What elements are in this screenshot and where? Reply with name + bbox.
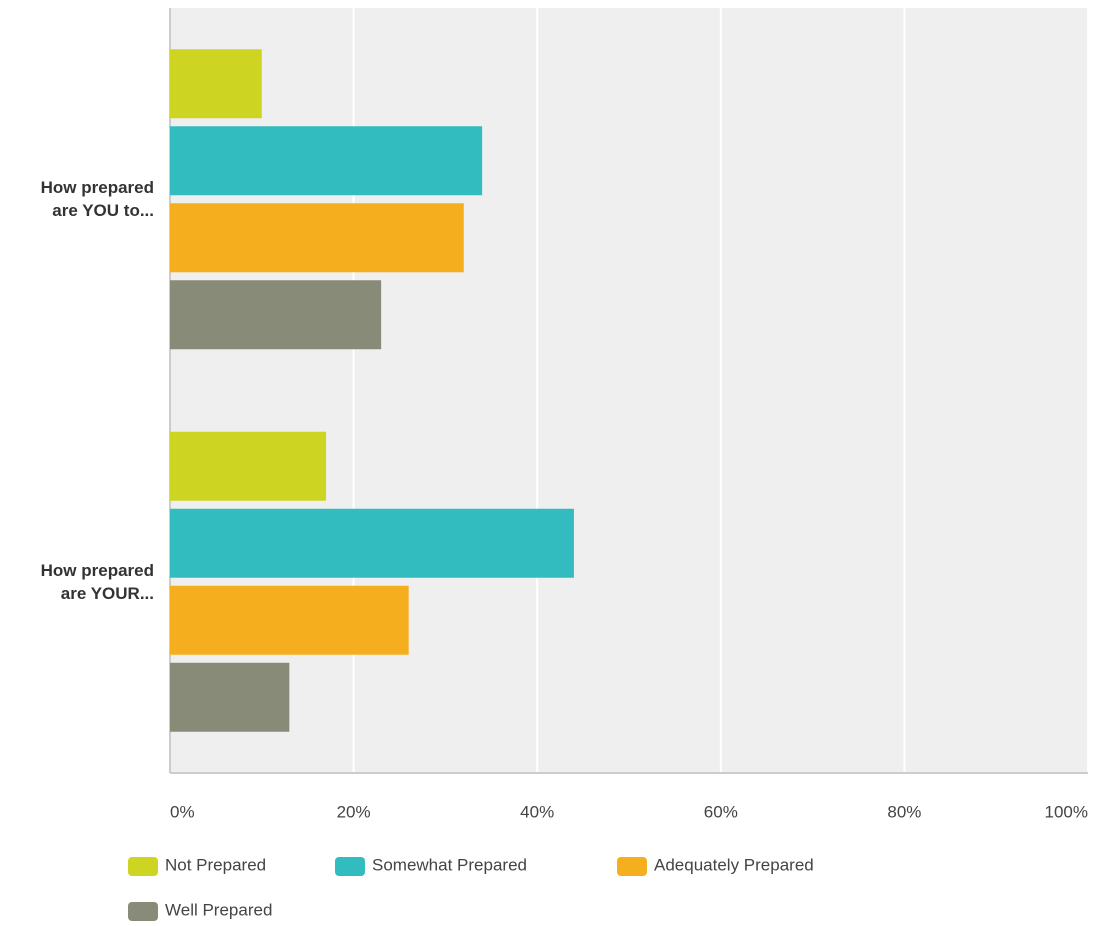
y-tick-label: How prepared are YOU to...: [40, 178, 154, 221]
legend-label: Adequately Prepared: [654, 855, 814, 874]
x-tick-label: 20%: [337, 802, 371, 821]
bar: [170, 203, 464, 273]
legend-swatch: [335, 857, 365, 876]
legend-label: Well Prepared: [165, 900, 272, 919]
x-tick-label: 80%: [887, 802, 921, 821]
legend-label: Somewhat Prepared: [372, 855, 527, 874]
bar: [170, 508, 574, 578]
legend-swatch: [128, 857, 158, 876]
x-tick-label: 0%: [170, 802, 195, 821]
bar: [170, 126, 483, 196]
bar: [170, 431, 327, 501]
legend-swatch: [617, 857, 647, 876]
y-tick-label: How prepared are YOUR...: [40, 560, 154, 603]
legend-swatch: [128, 902, 158, 921]
x-tick-label: 40%: [520, 802, 554, 821]
plot-background: [170, 8, 1088, 773]
bar: [170, 280, 382, 350]
legend-label: Not Prepared: [165, 855, 266, 874]
bar: [170, 662, 290, 732]
bar: [170, 49, 262, 119]
x-tick-label: 100%: [1045, 802, 1088, 821]
x-tick-label: 60%: [704, 802, 738, 821]
bar: [170, 585, 409, 655]
